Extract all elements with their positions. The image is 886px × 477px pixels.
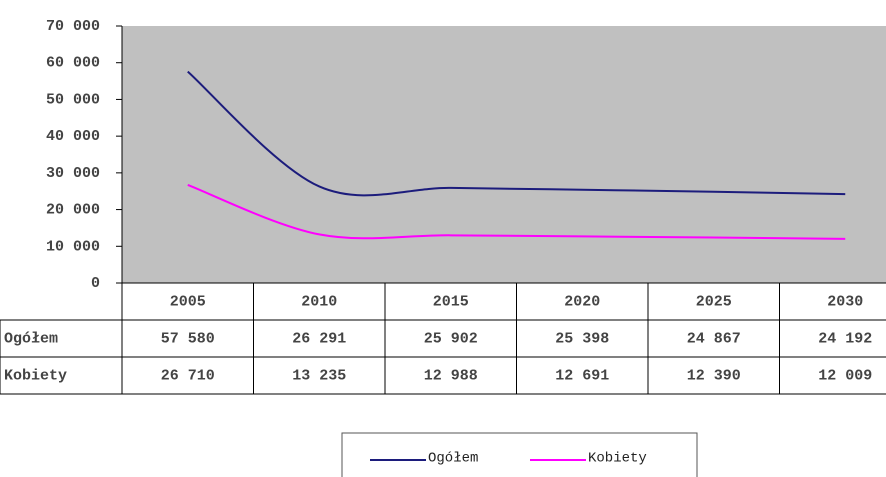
table-cell: 25 902 [424, 330, 478, 347]
table-cell: 12 988 [424, 367, 478, 384]
table-cell: 26 291 [292, 330, 346, 347]
series-line [187, 70, 846, 197]
legend-label: Ogółem [428, 451, 478, 467]
y-tick-label: 10 000 [46, 238, 100, 255]
series-line [187, 184, 846, 240]
y-tick-label: 70 000 [46, 18, 100, 35]
x-tick-label: 2010 [301, 293, 337, 310]
x-tick-label: 2020 [564, 293, 600, 310]
table-cell: 12 691 [555, 367, 609, 384]
y-tick-label: 20 000 [46, 202, 100, 219]
y-tick-label: 30 000 [46, 165, 100, 182]
legend-label: Kobiety [588, 451, 647, 467]
table-cell: 26 710 [161, 367, 215, 384]
x-tick-label: 2030 [827, 293, 863, 310]
y-tick-label: 60 000 [46, 55, 100, 72]
row-header: Ogółem [4, 330, 58, 347]
table-cell: 12 390 [687, 367, 741, 384]
y-tick-label: 50 000 [46, 91, 100, 108]
x-tick-label: 2005 [170, 293, 206, 310]
table-cell: 12 009 [818, 367, 872, 384]
table-cell: 24 867 [687, 330, 741, 347]
x-tick-label: 2015 [433, 293, 469, 310]
plot-area [122, 26, 886, 283]
x-tick-label: 2025 [696, 293, 732, 310]
table-cell: 13 235 [292, 367, 346, 384]
row-header: Kobiety [4, 367, 67, 384]
table-cell: 57 580 [161, 330, 215, 347]
table-cell: 25 398 [555, 330, 609, 347]
legend-box [341, 432, 698, 477]
table-cell: 24 192 [818, 330, 872, 347]
y-tick-label: 0 [91, 275, 100, 292]
y-tick-label: 40 000 [46, 128, 100, 145]
